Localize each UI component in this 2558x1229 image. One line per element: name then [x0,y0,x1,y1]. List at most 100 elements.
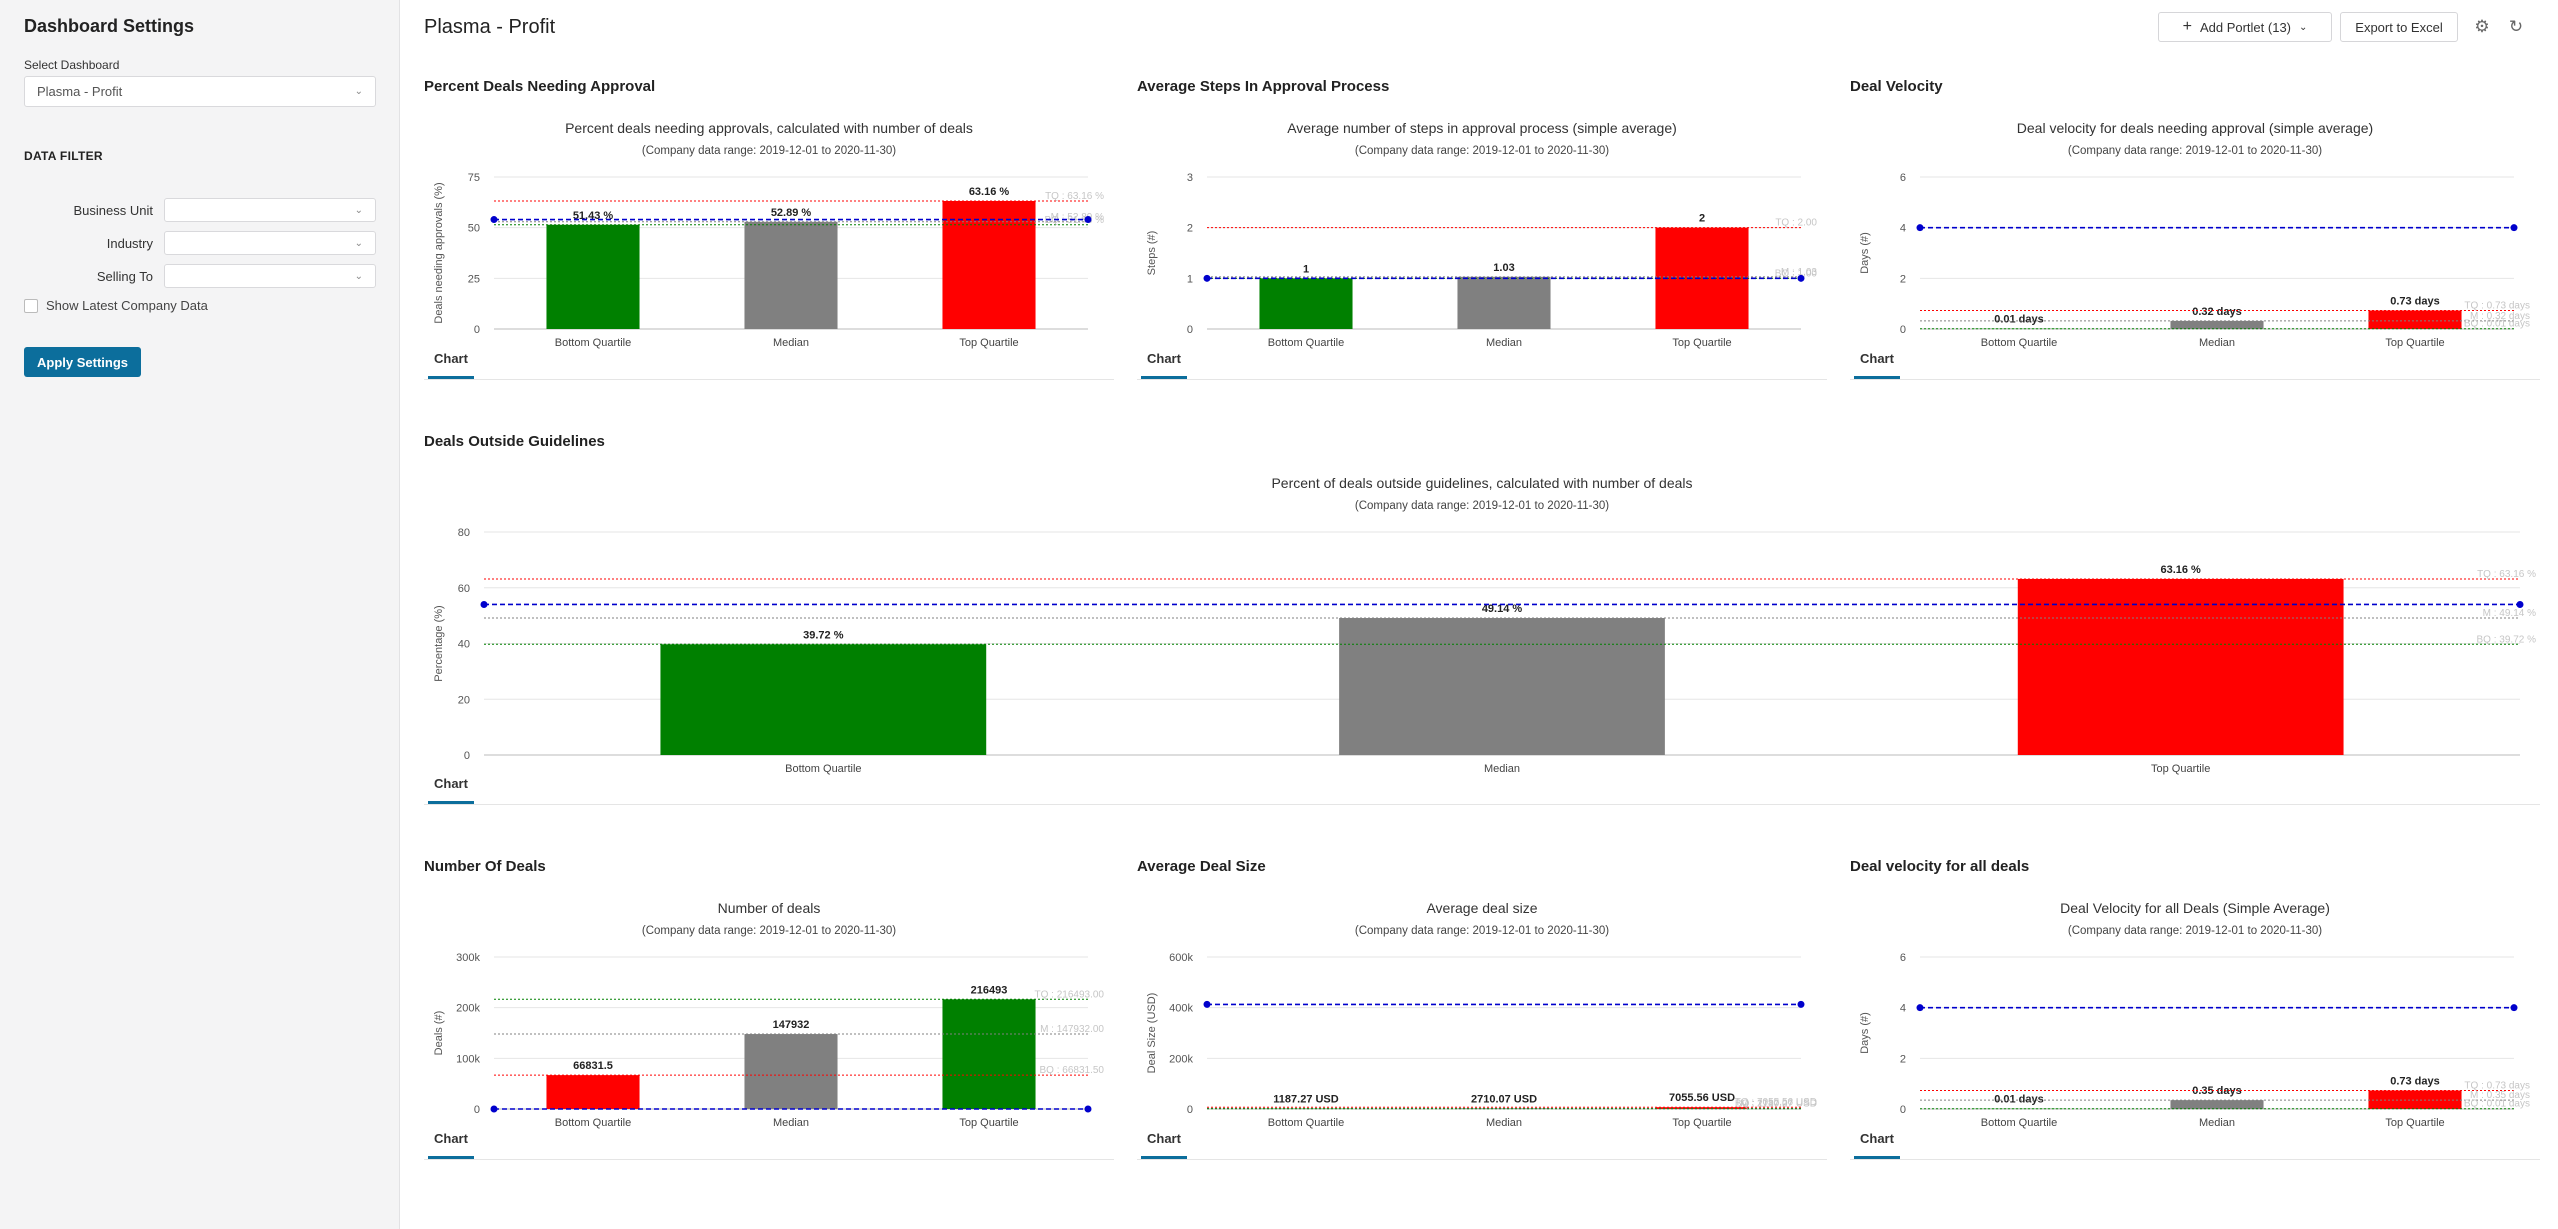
data-label: 216493 [971,984,1008,996]
tab-chart[interactable]: Chart [1854,351,1900,379]
data-label: 52.89 % [771,207,812,219]
show-latest-checkbox[interactable] [24,298,38,313]
bar[interactable] [546,224,640,329]
company-point[interactable] [2510,224,2518,232]
company-point[interactable] [2510,1004,2518,1012]
y-tick-label: 4 [1900,1003,1906,1015]
bar[interactable] [2368,310,2462,329]
bar[interactable] [744,221,838,329]
bar[interactable] [942,200,1036,329]
company-point[interactable] [1203,1000,1211,1008]
y-tick-label: 100k [456,1053,480,1065]
company-point[interactable] [490,216,498,224]
data-label: 1 [1303,263,1309,275]
bar[interactable] [2017,578,2344,755]
business-unit-label: Business Unit [73,203,153,218]
data-label: 0.01 days [1994,1094,2044,1106]
tab-chart[interactable]: Chart [1141,1131,1187,1159]
select-dashboard-dropdown[interactable]: Plasma - Profit ⌄ [24,76,376,107]
reference-line-label: TQ : 63.16 % [1045,191,1104,202]
data-label: 0.73 days [2390,1076,2440,1088]
tab-chart[interactable]: Chart [428,1131,474,1159]
x-tick-label: Bottom Quartile [555,337,631,349]
tab-chart[interactable]: Chart [428,776,474,804]
reference-line-label: BQ : 39.72 % [2477,634,2537,645]
y-axis-label: Deal Size (USD) [1146,993,1158,1074]
company-point[interactable] [1203,274,1211,282]
select-dashboard-label: Select Dashboard [24,58,120,72]
chart-subtitle: (Company data range: 2019-12-01 to 2020-… [1354,500,1610,512]
reference-line-label: TQ : 216493.00 [1035,989,1105,1000]
bar[interactable] [744,1034,838,1109]
bar[interactable] [546,1075,640,1109]
y-tick-label: 400k [1169,1003,1193,1015]
company-point[interactable] [1797,1000,1805,1008]
y-tick-label: 0 [1900,324,1906,336]
x-tick-label: Median [773,337,809,349]
bar[interactable] [2368,1090,2462,1109]
chart-title: Number of deals [717,900,821,916]
portlet-title: Deals Outside Guidelines [424,433,605,450]
y-tick-label: 1 [1187,273,1193,285]
bar[interactable] [1259,278,1353,329]
y-axis-label: Percentage (%) [433,605,445,681]
y-axis-label: Deals needing approvals (%) [433,182,445,323]
sidebar: Dashboard Settings Select Dashboard Plas… [0,0,400,1229]
refresh-icon[interactable]: ↻ [2508,17,2524,36]
company-point[interactable] [1084,1105,1092,1113]
company-point[interactable] [1797,274,1805,282]
bar[interactable] [2170,1100,2264,1109]
chart-subtitle: (Company data range: 2019-12-01 to 2020-… [641,925,897,937]
data-label: 1.03 [1493,262,1514,274]
reference-line-label: M : 0.32 days [2470,311,2530,322]
business-unit-select[interactable]: ⌄ [164,198,376,222]
industry-select[interactable]: ⌄ [164,231,376,255]
company-point[interactable] [2516,600,2524,608]
data-label: 0.35 days [2192,1085,2242,1097]
tab-chart[interactable]: Chart [1854,1131,1900,1159]
bar[interactable] [1655,227,1749,329]
bar[interactable] [2170,320,2264,329]
bar[interactable] [942,999,1036,1109]
selling-to-select[interactable]: ⌄ [164,264,376,288]
chart-svg: 0 100k 200k 300k Deals (#) 66831.5 Bottom Quar… [433,952,1105,1129]
reference-line-label: M : 49.14 % [2483,608,2536,619]
reference-line-label: BQ : 1187.27 USD [1735,1099,1817,1110]
bar[interactable] [1339,618,1665,755]
bar[interactable] [660,644,987,755]
y-tick-label: 0 [464,750,470,762]
industry-label: Industry [106,236,153,251]
chevron-down-icon: ⌄ [354,237,363,249]
chart-svg: 0 200k 400k 600k Deal Size (USD) 1187.27 USD B… [1146,952,1817,1129]
x-tick-label: Median [1486,337,1522,349]
gear-icon[interactable]: ⚙ [2474,17,2490,36]
x-tick-label: Top Quartile [959,337,1018,349]
x-tick-label: Median [773,1117,809,1129]
x-tick-label: Top Quartile [1672,337,1731,349]
tab-chart[interactable]: Chart [1141,351,1187,379]
y-tick-label: 25 [468,273,480,285]
chevron-down-icon: ⌄ [354,204,363,216]
apply-settings-button[interactable]: Apply Settings [24,347,141,377]
y-axis-label: Days (#) [1859,1012,1871,1054]
company-point[interactable] [1916,224,1924,232]
y-tick-label: 2 [1187,223,1193,235]
chart-tab-bar: Chart [1137,1122,1827,1160]
add-portlet-button[interactable]: + Add Portlet (13) ⌄ [2158,12,2332,42]
chart-title: Deal velocity for deals needing approval… [2016,120,2374,136]
company-point[interactable] [1084,216,1092,224]
x-tick-label: Bottom Quartile [1268,337,1344,349]
chart-svg: 0 20 40 60 80 Percentage (%) 39.72 % Bottom Qua… [433,527,2537,775]
reference-line-label: M : 2710.07 USD [1740,1098,1817,1109]
company-point[interactable] [1916,1004,1924,1012]
y-axis-label: Steps (#) [1146,231,1158,276]
y-tick-label: 0 [1900,1104,1906,1116]
company-point[interactable] [480,600,488,608]
tab-chart[interactable]: Chart [428,351,474,379]
company-point[interactable] [490,1105,498,1113]
export-excel-button[interactable]: Export to Excel [2340,12,2458,42]
data-label: 66831.5 [573,1060,613,1072]
reference-line-label: M : 0.35 days [2470,1090,2530,1101]
bar[interactable] [1457,276,1551,329]
bar[interactable] [1655,1107,1749,1109]
